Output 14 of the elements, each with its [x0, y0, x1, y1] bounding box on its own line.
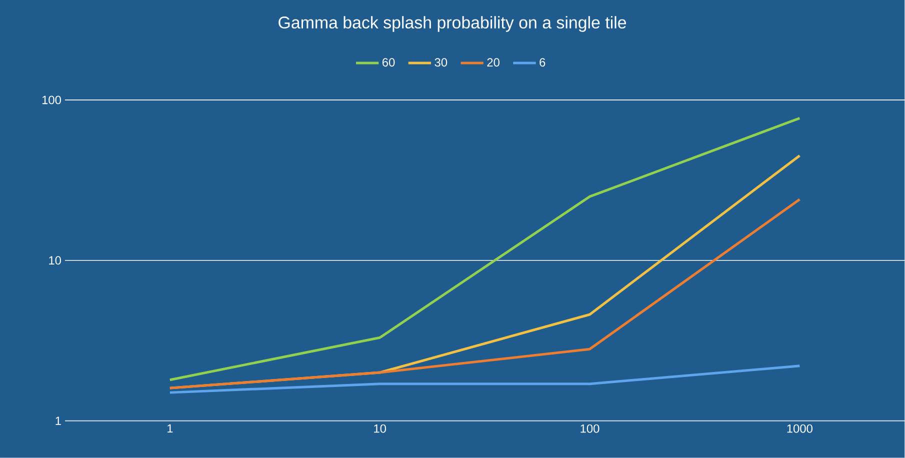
chart-title: Gamma back splash probability on a single tile — [278, 16, 626, 32]
x-tick-label: 1000 — [787, 424, 812, 433]
x-tick-label: 1 — [168, 424, 173, 433]
line-series — [168, 117, 801, 382]
y-tick-label: 10 — [49, 256, 61, 265]
line-series — [168, 198, 801, 390]
legend-label: 30 — [434, 58, 448, 67]
y-tick-label: 1 — [56, 416, 61, 426]
legend-label: 6 — [540, 58, 546, 67]
x-tick-label: 10 — [374, 424, 386, 433]
x-tick-label: 100 — [580, 424, 600, 433]
y-tick-label: 100 — [42, 96, 61, 104]
legend-label: 60 — [382, 58, 395, 67]
legend-label: 20 — [487, 58, 500, 67]
